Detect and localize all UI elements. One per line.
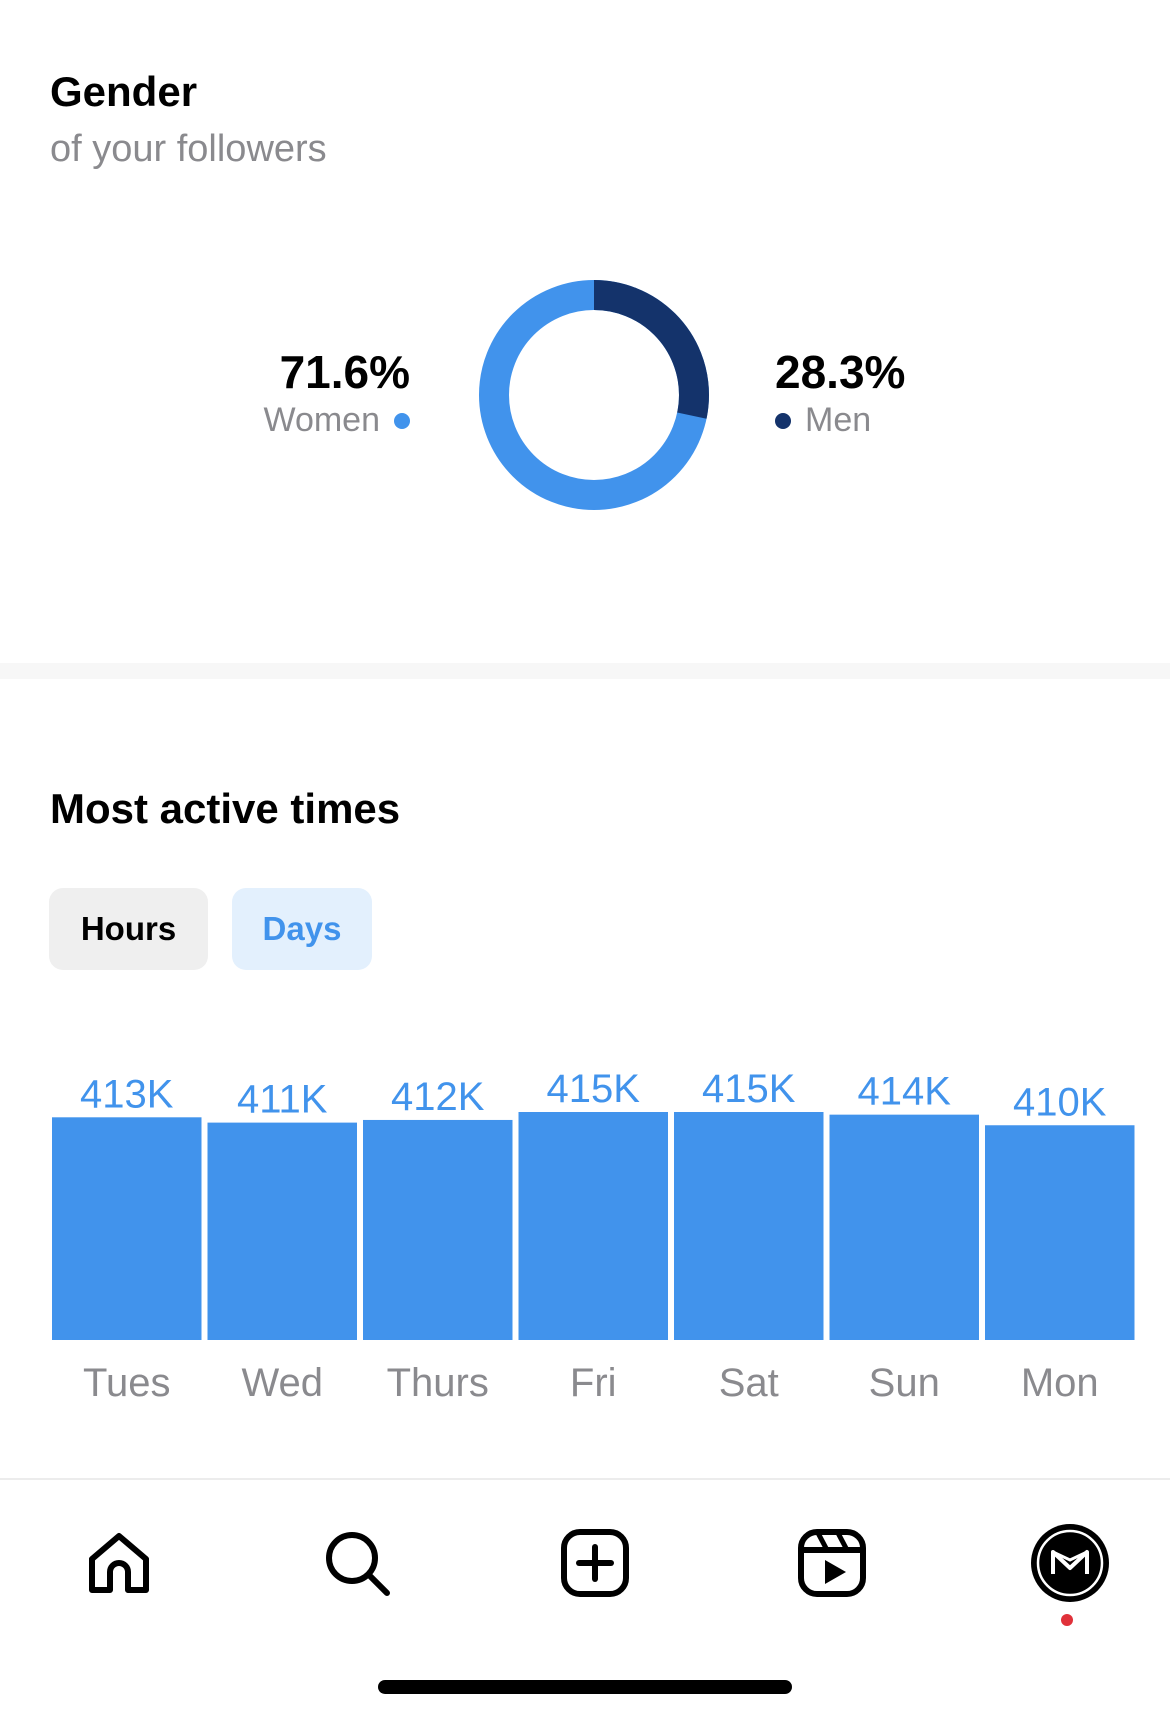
men-label: Men [805, 401, 872, 439]
bar-mon [985, 1125, 1135, 1340]
x-tick-label: Wed [241, 1361, 323, 1405]
profile-avatar[interactable] [1029, 1522, 1111, 1604]
bar-sun [829, 1114, 979, 1340]
men-percent: 28.3% [775, 346, 906, 398]
bar-value-label: 412K [391, 1075, 485, 1119]
bar-tues [52, 1117, 202, 1340]
bar-value-label: 410K [1013, 1080, 1107, 1124]
bar-value-label: 415K [547, 1067, 641, 1111]
tab-days[interactable]: Days [232, 888, 372, 970]
x-tick-label: Mon [1021, 1361, 1099, 1405]
search-icon[interactable] [317, 1523, 397, 1603]
women-legend: Women [220, 401, 410, 440]
bar-wed [207, 1122, 357, 1340]
men-stat: 28.3% Men [775, 345, 995, 440]
women-dot-icon [394, 412, 410, 429]
home-icon[interactable] [79, 1523, 159, 1603]
x-tick-label: Sun [869, 1361, 940, 1405]
x-tick-label: Thurs [387, 1361, 489, 1405]
nav-top-border [0, 1478, 1170, 1480]
men-ring [479, 280, 709, 510]
home-indicator [378, 1680, 792, 1694]
create-post-icon[interactable] [555, 1523, 635, 1603]
bar-fri [518, 1112, 668, 1340]
bar-value-label: 414K [858, 1070, 952, 1114]
x-tick-label: Tues [83, 1361, 170, 1405]
women-percent: 71.6% [279, 346, 410, 398]
men-legend: Men [775, 401, 995, 440]
women-stat: 71.6% Women [220, 345, 410, 440]
women-label: Women [263, 401, 380, 439]
active-times-title: Most active times [50, 785, 401, 832]
tab-hours[interactable]: Hours [49, 888, 208, 970]
reels-icon[interactable] [792, 1523, 872, 1603]
bar-sat [674, 1112, 824, 1340]
men-dot-icon [775, 412, 791, 429]
bar-value-label: 411K [237, 1078, 328, 1122]
bar-value-label: 413K [80, 1072, 174, 1116]
x-tick-label: Sat [719, 1361, 779, 1405]
bar-thurs [363, 1119, 513, 1340]
active-days-bar-chart: 413K Tues 411K Wed 412K Thurs 415K Fri 415K Sat 41… [52, 1067, 1135, 1405]
gender-title: Gender [50, 68, 198, 115]
x-tick-label: Fri [570, 1361, 617, 1405]
section-divider [0, 663, 1170, 679]
avatar-logo-icon [1031, 1524, 1109, 1602]
notification-dot [1061, 1614, 1073, 1626]
bar-value-label: 415K [702, 1067, 796, 1111]
gender-subtitle: of your followers [50, 128, 327, 170]
gender-donut-chart [479, 280, 709, 510]
